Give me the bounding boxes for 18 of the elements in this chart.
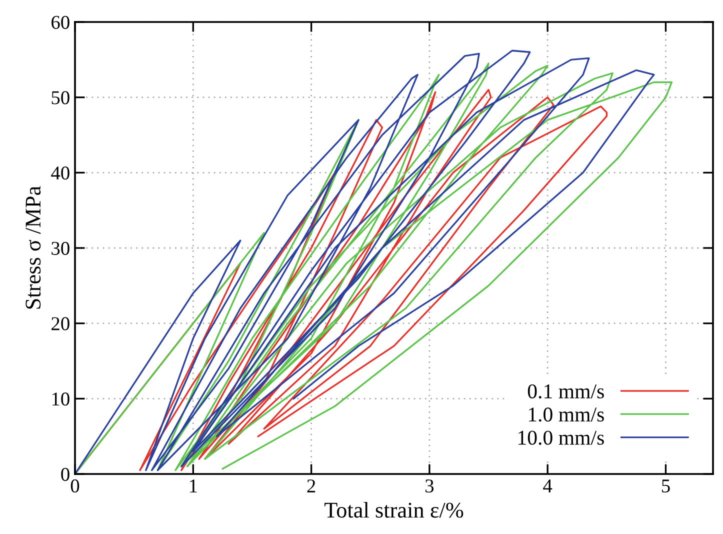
x-axis-title: Total strain ε/% (324, 502, 464, 518)
y-tick-label: 60 (52, 16, 70, 29)
y-axis-title: Stress σ /MPa (26, 186, 41, 309)
x-tick-label: 1 (190, 480, 197, 492)
x-tick-label: 5 (662, 480, 670, 493)
y-tick-label: 10 (52, 392, 70, 406)
y-tick-label: 30 (52, 242, 70, 255)
x-tick-label: 2 (307, 479, 316, 492)
y-tick-label: 20 (52, 317, 70, 330)
legend-label: 0.1 mm/s (528, 384, 604, 398)
x-tick-label: 0 (70, 479, 80, 493)
y-tick-label: 50 (52, 91, 70, 104)
y-tick-label: 0 (61, 468, 70, 481)
legend-label: 10.0 mm/s (518, 430, 604, 445)
y-tick-label: 40 (51, 166, 70, 180)
x-tick-label: 4 (543, 480, 552, 492)
legend-label: 1.0 mm/s (528, 408, 604, 422)
x-tick-label: 3 (426, 479, 434, 493)
